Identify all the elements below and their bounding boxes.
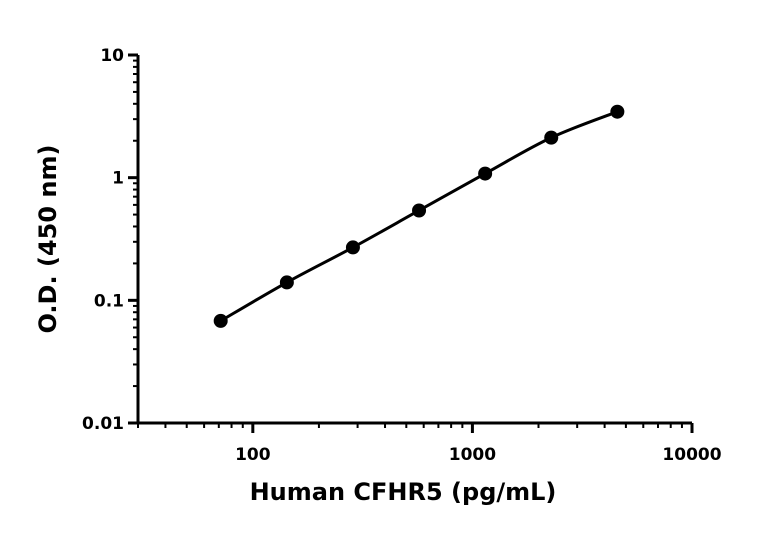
y-tick-label: 1 — [112, 169, 124, 189]
y-axis-ticks: 0.01 0.1 1 10 — [82, 46, 138, 434]
x-axis-title: Human CFHR5 (pg/mL) — [250, 478, 557, 506]
x-tick-label: 100 — [235, 445, 271, 465]
data-point — [213, 313, 228, 328]
y-tick-label: 0.1 — [94, 291, 124, 311]
data-point — [544, 130, 559, 145]
x-tick-label: 10000 — [662, 445, 721, 465]
y-tick-label: 10 — [100, 46, 124, 66]
data-point — [610, 104, 625, 119]
x-tick-label: 1000 — [449, 445, 496, 465]
series-layer — [213, 104, 625, 328]
data-point — [412, 203, 427, 218]
data-point — [345, 240, 360, 255]
data-point — [478, 166, 493, 181]
data-point — [279, 275, 294, 290]
y-tick-label: 0.01 — [82, 414, 124, 434]
x-axis-ticks: 100 1000 10000 — [137, 423, 722, 465]
y-axis-title: O.D. (450 nm) — [34, 145, 62, 334]
